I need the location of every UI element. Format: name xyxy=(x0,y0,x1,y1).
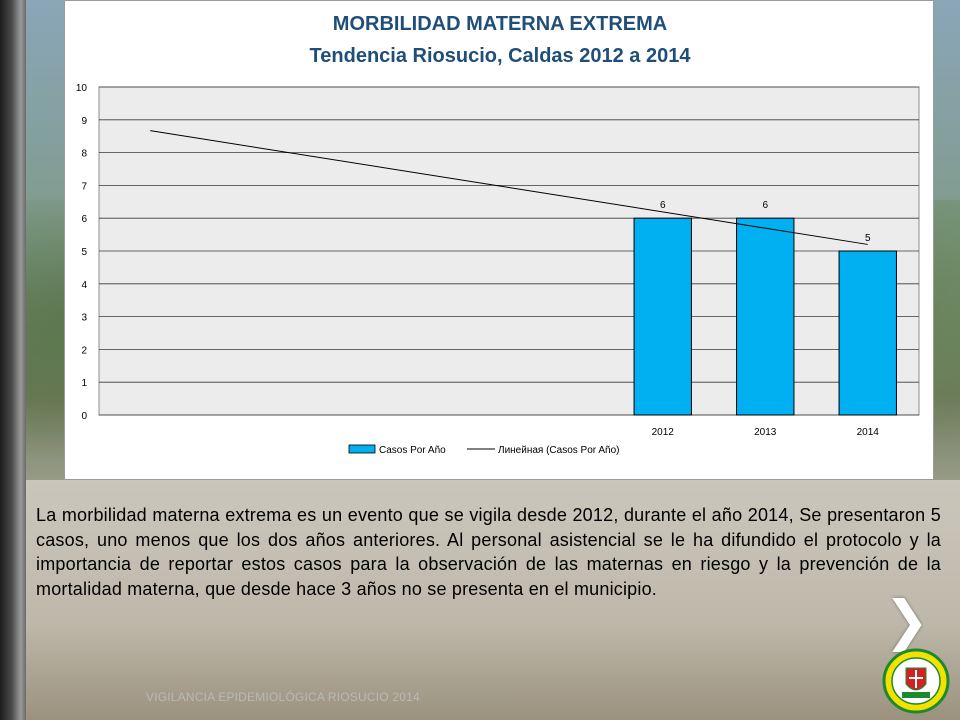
x-tick-label: 2012 xyxy=(652,427,675,438)
bar-chart: 0 1 2 3 4 5 6 7 8 9 10 6 2012 6 2013 5 2014 Casos Por Año… xyxy=(76,83,920,456)
bar xyxy=(838,250,897,416)
legend-trendline-label: Линейная (Casos Por Año) xyxy=(498,445,619,456)
next-slide-arrow-icon[interactable]: ❯ xyxy=(884,591,930,651)
left-decorative-strip xyxy=(0,0,26,720)
legend-bar-swatch xyxy=(348,444,376,454)
y-tick-label: 7 xyxy=(81,181,87,192)
background-photo-plaza xyxy=(26,480,960,720)
bar-data-label: 6 xyxy=(660,200,666,211)
chart-title: MORBILIDAD MATERNA EXTREMA xyxy=(332,13,668,35)
legend-series-label: Casos Por Año xyxy=(379,445,446,456)
y-tick-label: 5 xyxy=(81,247,87,258)
y-tick-label: 3 xyxy=(81,313,87,324)
y-tick-label: 8 xyxy=(81,149,87,160)
chart-card: 0 1 2 3 4 5 6 7 8 9 10 6 2012 6 2013 5 2014 Casos Por Año… xyxy=(64,0,934,480)
bar xyxy=(633,217,692,416)
bar-data-label: 6 xyxy=(762,200,768,211)
x-tick-label: 2013 xyxy=(754,427,777,438)
y-tick-label: 1 xyxy=(81,378,87,389)
y-tick-label: 2 xyxy=(81,345,87,356)
x-tick-label: 2014 xyxy=(857,427,880,438)
slide-footer: VIGILANCIA EPIDEMIOLÓGICA RIOSUCIO 2014 xyxy=(146,690,420,704)
y-tick-label: 0 xyxy=(81,411,87,422)
bar xyxy=(736,217,795,416)
bar-data-label: 5 xyxy=(865,233,871,244)
y-tick-label: 4 xyxy=(81,280,87,291)
y-tick-label: 10 xyxy=(76,83,88,94)
chart-subtitle: Tendencia Riosucio, Caldas 2012 a 2014 xyxy=(309,45,691,67)
slide-body-text: La morbilidad materna extrema es un even… xyxy=(36,505,941,599)
trendline xyxy=(150,130,868,245)
municipal-seal-logo xyxy=(882,648,950,714)
y-tick-label: 9 xyxy=(81,116,87,127)
y-tick-label: 6 xyxy=(81,214,87,225)
